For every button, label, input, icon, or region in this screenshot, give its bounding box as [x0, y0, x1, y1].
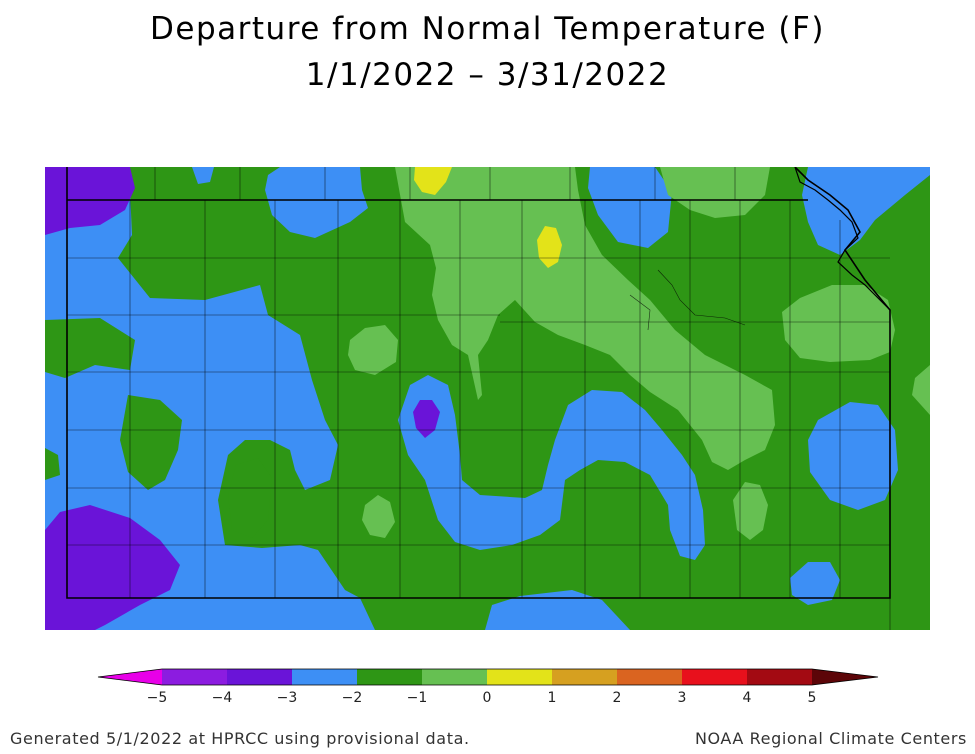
map-title: Departure from Normal Temperature (F) 1/… — [0, 6, 975, 98]
anomaly-region-lightgreen-east-edge — [912, 365, 930, 415]
river-boundary — [794, 167, 891, 311]
legend-tick-label: −5 — [147, 690, 168, 706]
legend-swatch-above-5 — [812, 669, 878, 685]
county-lines — [66, 167, 891, 630]
legend-tick-label: 5 — [808, 690, 817, 706]
anomaly-region-purple-central-spot — [413, 400, 440, 438]
legend-swatch-below-minus5 — [98, 669, 162, 685]
anomaly-region-green-west-mid — [120, 395, 182, 490]
legend-swatch-2-to-3 — [617, 669, 682, 685]
source-credit: NOAA Regional Climate Centers — [694, 729, 967, 748]
generated-note: Generated 5/1/2022 at HPRCC using provis… — [10, 729, 470, 748]
legend-tick-label: 3 — [678, 690, 687, 706]
anomaly-region-green-west-south — [228, 458, 272, 538]
anomaly-region-blue-east — [808, 402, 898, 510]
legend-tick-label: −1 — [407, 690, 428, 706]
legend-tick-label: −3 — [277, 690, 298, 706]
legend-outline — [97, 668, 879, 686]
legend-tick-label: 1 — [548, 690, 557, 706]
anomaly-region-blue-central-channel — [398, 375, 705, 560]
title-line-2: 1/1/2022 – 3/31/2022 — [305, 57, 670, 93]
anomaly-region-blue-north-small — [192, 167, 214, 184]
anomaly-region-lightgreen-east — [782, 285, 895, 362]
anomaly-region-blue-north-central — [265, 167, 368, 238]
legend-tick-label: 4 — [743, 690, 752, 706]
anomaly-region-yellow-north-central — [537, 226, 562, 268]
anomaly-region-lightgreen-southeast-spot — [733, 482, 768, 540]
legend-swatch-minus4-to-minus3 — [227, 669, 292, 685]
legend-swatch-0-to-1 — [487, 669, 552, 685]
legend-tick-label: 0 — [483, 690, 492, 706]
legend-tick-labels: −5 −4 −3 −2 −1 0 1 2 3 4 5 — [147, 690, 817, 706]
anomaly-region-lightgreen-northeast — [660, 167, 770, 218]
anomaly-region-yellow-north — [414, 167, 452, 195]
anomaly-region-lightgreen-south-spot — [362, 495, 395, 538]
legend-colorbar — [97, 668, 879, 686]
anomaly-region-blue-northeast — [588, 167, 672, 248]
title-line-1: Departure from Normal Temperature (F) — [150, 11, 825, 47]
legend-swatch-3-to-4 — [682, 669, 747, 685]
legend-tick-label: −4 — [212, 690, 233, 706]
anomaly-region-blue-south-central — [485, 590, 630, 630]
legend-swatch-4-to-5 — [747, 669, 812, 685]
legend-tick-label: −2 — [342, 690, 363, 706]
anomaly-region-blue-far-northeast — [802, 167, 930, 255]
anomaly-region-blue-southeast — [790, 562, 840, 605]
legend-swatch-1-to-2 — [552, 669, 617, 685]
legend-swatch-minus2-to-minus1 — [357, 669, 422, 685]
legend-swatch-minus3-to-minus2 — [292, 669, 357, 685]
legend-swatch-minus1-to-0 — [422, 669, 487, 685]
anomaly-region-lightgreen-central-west — [348, 325, 398, 375]
map-area — [45, 167, 930, 630]
legend-swatch-minus5-to-minus4 — [162, 669, 227, 685]
anomaly-region-green-west-edge — [45, 448, 60, 480]
legend-tick-label: 2 — [613, 690, 622, 706]
